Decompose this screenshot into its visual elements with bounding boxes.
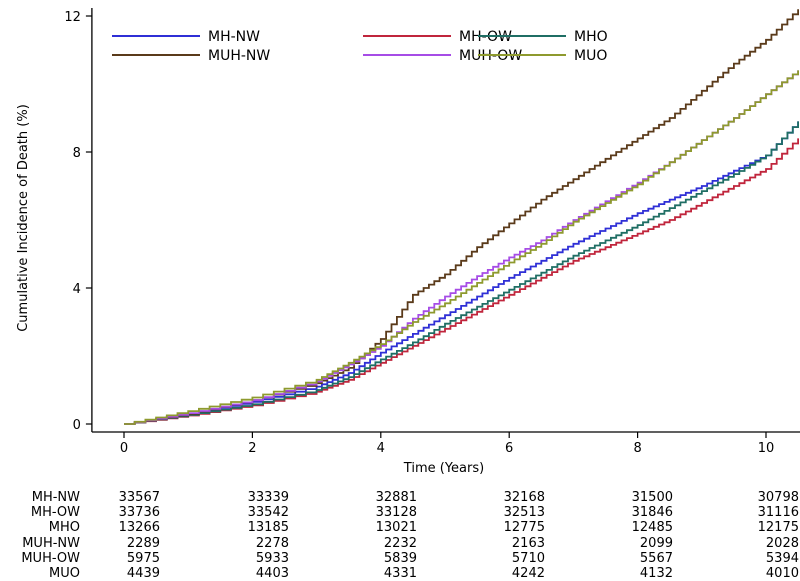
risk-table-count: 5710: [511, 550, 545, 566]
risk-table-count: 4331: [383, 565, 417, 581]
risk-table-count: 4439: [126, 565, 160, 581]
risk-table-group-label: MH-OW: [30, 505, 80, 521]
risk-table-row: MHO 13266 13185 13021 12775 12485 12175: [0, 520, 800, 535]
risk-table-count: 2099: [639, 535, 673, 551]
risk-table-count: 13185: [247, 520, 289, 536]
x-tick-label: 4: [377, 441, 385, 456]
legend-item-muo: MUO: [478, 48, 607, 64]
risk-table-count: 31500: [631, 490, 673, 505]
risk-table-count: 13266: [118, 520, 160, 536]
risk-table-count: 33736: [118, 505, 160, 521]
legend-item-mh-nw: MH-NW: [112, 29, 260, 45]
x-tick-label: 2: [248, 441, 256, 456]
risk-table-count: 31846: [631, 505, 673, 521]
risk-table-row: MUH-OW 5975 5933 5839 5710 5567 5394: [0, 551, 800, 566]
risk-table-count: 32168: [503, 490, 545, 505]
risk-table-group-label: MUH-OW: [21, 550, 80, 566]
legend-label: MHO: [574, 29, 608, 45]
x-tick-label: 8: [633, 441, 641, 456]
series-line-muh-nw: [124, 9, 799, 425]
x-tick-label: 0: [120, 441, 128, 456]
series-line-mho: [124, 121, 799, 425]
risk-table-count: 33339: [247, 490, 289, 505]
risk-table-count: 13021: [375, 520, 417, 536]
risk-table-count: 2278: [255, 535, 289, 551]
risk-table-count: 12175: [757, 520, 799, 536]
y-tick-label: 8: [73, 146, 81, 161]
series-line-muo: [124, 70, 799, 425]
risk-table-count: 4242: [511, 565, 545, 581]
series-line-muh-ow: [124, 70, 799, 425]
risk-table-count: 2163: [511, 535, 545, 551]
y-tick-label: 0: [73, 418, 81, 433]
legend-item-mho: MHO: [478, 29, 608, 45]
risk-table-count: 33128: [375, 505, 417, 521]
y-axis-label: Cumulative Incidence of Death (%): [16, 104, 31, 332]
risk-table-group-label: MH-NW: [31, 490, 80, 505]
risk-table-row: MUH-NW 2289 2278 2232 2163 2099 2028: [0, 536, 800, 551]
risk-table-count: 4010: [765, 565, 799, 581]
legend-label: MUH-NW: [208, 48, 270, 64]
risk-table-count: 2289: [126, 535, 160, 551]
risk-table-count: 5933: [255, 550, 289, 566]
risk-table-count: 2232: [383, 535, 417, 551]
x-axis-label: Time (Years): [403, 461, 484, 476]
risk-table-count: 12485: [631, 520, 673, 536]
series-line-mh-ow: [124, 138, 799, 425]
risk-table-count: 33567: [118, 490, 160, 505]
legend-label: MH-NW: [208, 29, 260, 45]
legend-label: MUO: [574, 48, 607, 64]
risk-table-row: MH-OW 33736 33542 33128 32513 31846 31116: [0, 505, 800, 520]
risk-table-count: 30798: [757, 490, 799, 505]
y-tick-label: 4: [73, 282, 81, 297]
risk-table-count: 2028: [765, 535, 799, 551]
numbers-at-risk-table: MH-NW 33567 33339 32881 32168 31500 30798 MH-OW…: [0, 490, 800, 581]
y-tick-label: 12: [64, 10, 81, 25]
x-tick-label: 10: [758, 441, 775, 456]
risk-table-count: 5839: [383, 550, 417, 566]
risk-table-group-label: MUO: [49, 565, 80, 581]
risk-table-count: 5394: [765, 550, 799, 566]
series-line-mh-nw: [124, 121, 799, 425]
risk-table-count: 12775: [503, 520, 545, 536]
legend-item-muh-nw: MUH-NW: [112, 48, 270, 64]
risk-table-count: 32513: [503, 505, 545, 521]
risk-table-count: 4403: [255, 565, 289, 581]
risk-table-group-label: MHO: [48, 520, 80, 536]
risk-table-row: MUO 4439 4403 4331 4242 4132 4010: [0, 566, 800, 581]
risk-table-count: 4132: [639, 565, 673, 581]
x-tick-label: 6: [505, 441, 513, 456]
risk-table-count: 5567: [639, 550, 673, 566]
risk-table-group-label: MUH-NW: [22, 535, 80, 551]
risk-table-count: 33542: [247, 505, 289, 521]
plot-area: 0 4 8 12 0 2 4 6 8 10: [64, 8, 800, 456]
risk-table-row: MH-NW 33567 33339 32881 32168 31500 30798: [0, 490, 800, 505]
risk-table-count: 32881: [375, 490, 417, 505]
risk-table-count: 31116: [757, 505, 799, 521]
risk-table-count: 5975: [126, 550, 160, 566]
